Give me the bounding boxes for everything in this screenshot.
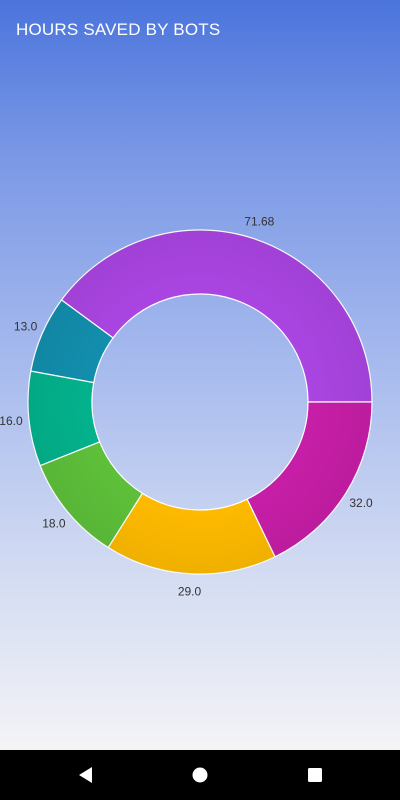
back-icon [79, 767, 92, 783]
home-button[interactable] [175, 750, 225, 800]
back-button[interactable] [60, 750, 110, 800]
slice-shading [30, 299, 114, 383]
slice-value-label: 32.0 [349, 496, 373, 510]
slice-value-label: 29.0 [178, 585, 202, 599]
page-title: HOURS SAVED BY BOTS [16, 20, 221, 39]
system-nav-bar [0, 750, 400, 800]
donut-chart: 71.68 13.0 16.0 18.0 29.0 32.0 [0, 214, 373, 598]
slice-value-label: 18.0 [42, 516, 66, 530]
home-icon [192, 767, 208, 783]
chart-labels: 71.68 13.0 16.0 18.0 29.0 32.0 [0, 214, 373, 598]
chart-slices [27, 229, 373, 575]
slice-value-label: 13.0 [14, 320, 38, 334]
recents-icon [308, 768, 322, 782]
slice-shading [61, 229, 373, 402]
slice-shading [108, 493, 276, 574]
app-screen: HOURS SAVED BY BOTS 71.68 13.0 16.0 18.0 29.… [0, 0, 400, 750]
slice-value-label: 71.68 [244, 214, 274, 228]
slice-shading [247, 402, 372, 557]
slice-value-label: 16.0 [0, 414, 23, 428]
slice-shading [28, 371, 100, 466]
recents-button[interactable] [290, 750, 340, 800]
slice-shading [40, 441, 143, 548]
